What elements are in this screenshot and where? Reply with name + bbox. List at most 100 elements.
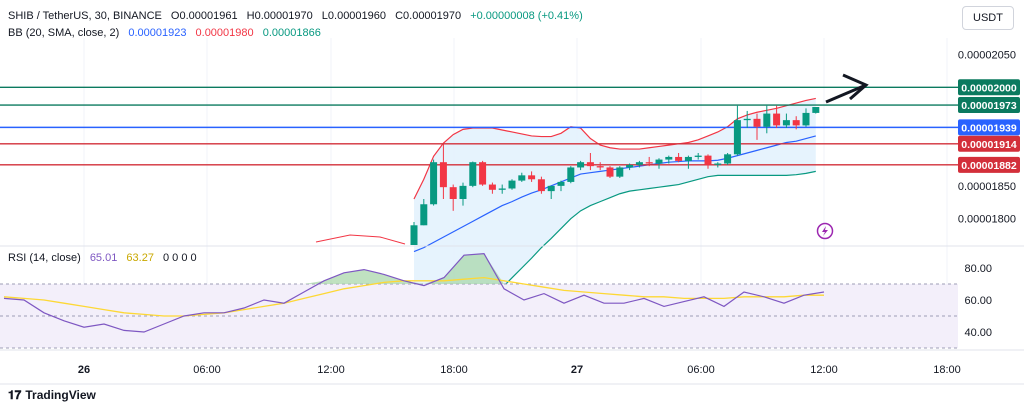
rsi-pane <box>0 252 958 349</box>
horizontal-levels <box>0 86 958 166</box>
candle-body <box>655 159 663 164</box>
candle-body <box>528 175 536 180</box>
rsi-ma-value: 63.27 <box>126 252 154 264</box>
level-tag-text: 0.00001939 <box>961 122 1017 134</box>
open-value: O0.00001961 <box>170 10 238 22</box>
candle-body <box>596 166 604 168</box>
level-tag <box>958 156 1020 173</box>
level-tag-text: 0.00001882 <box>961 160 1017 172</box>
flash-icon[interactable] <box>816 222 834 240</box>
candle-body <box>635 162 643 165</box>
candle-body <box>733 120 741 155</box>
time-tick-label: 18:00 <box>440 364 468 376</box>
candle-body <box>459 185 467 199</box>
tradingview-logo[interactable]: 𝟏𝟕 TradingView <box>8 388 96 403</box>
time-tick-label: 27 <box>571 364 583 376</box>
rsi-value: 65.01 <box>89 252 118 264</box>
time-tick-label: 12:00 <box>810 364 838 376</box>
candle-body <box>479 162 487 185</box>
bb-upper-line-left <box>315 234 406 245</box>
price-tick-label: 0.00002050 <box>958 49 1016 61</box>
candle-body <box>645 162 653 164</box>
candle-body <box>616 167 624 177</box>
level-tag-text: 0.00001914 <box>961 139 1017 151</box>
time-tick-label: 18:00 <box>933 364 961 376</box>
time-tick-label: 26 <box>78 364 90 376</box>
candles-group <box>410 105 820 245</box>
level-tag <box>958 79 1020 96</box>
candle-body <box>586 162 594 167</box>
price-labels: 0.00002000 0.00001973 0.00001939 0.00001914… <box>958 79 1020 173</box>
header-bb: BB (20, SMA, close, 2) 0.00001923 0.0000… <box>8 27 327 39</box>
rsi-tick-label: 80.00 <box>964 263 992 275</box>
bollinger-fill-area <box>414 98 816 331</box>
close-value: C0.00001970 <box>395 10 462 22</box>
axes: 0.00002050 0.00001850 0.00001800 80.00 60.00… <box>0 49 1024 385</box>
bb-basis-value: 0.00001923 <box>128 27 187 39</box>
symbol-title[interactable]: SHIB / TetherUS, 30, BINANCE <box>8 10 162 22</box>
bb-lower-value: 0.00001866 <box>262 27 321 39</box>
low-value: L0.00001960 <box>321 10 387 22</box>
candle-body <box>743 118 751 121</box>
candle-body <box>547 185 555 192</box>
candle-body <box>488 184 496 190</box>
level-tag-text: 0.00002000 <box>961 82 1017 94</box>
level-tag <box>958 135 1020 152</box>
candle-body <box>763 113 771 127</box>
candle-body <box>802 112 810 126</box>
candle-body <box>626 164 634 168</box>
candle-body <box>508 180 516 189</box>
candle-body <box>812 107 820 113</box>
high-value: H0.00001970 <box>246 10 313 22</box>
candle-body <box>557 181 565 186</box>
candle-body <box>665 156 673 160</box>
candle-body <box>694 155 702 157</box>
level-tag-text: 0.00001973 <box>961 100 1017 112</box>
level-tag <box>958 119 1020 136</box>
candle-body <box>449 187 457 199</box>
header-rsi: RSI (14, close) 65.01 63.27 0 0 0 0 <box>8 252 203 264</box>
arrow-line <box>825 83 867 104</box>
bb-label[interactable]: BB (20, SMA, close, 2) <box>8 27 120 39</box>
rsi-label[interactable]: RSI (14, close) <box>8 252 81 264</box>
candle-body <box>753 118 761 127</box>
candle-body <box>498 188 506 190</box>
currency-button[interactable]: USDT <box>962 6 1014 30</box>
arrow-annotation <box>825 73 869 104</box>
candle-body <box>724 154 732 164</box>
bollinger-band-fill <box>414 98 816 331</box>
candle-body <box>410 225 418 245</box>
candle-body <box>518 175 526 181</box>
bb-basis-line <box>413 135 816 253</box>
candle-body <box>577 162 585 168</box>
candle-body <box>469 162 477 186</box>
candle-body <box>439 162 447 188</box>
price-tick-label: 0.00001850 <box>958 181 1016 193</box>
rsi-tick-label: 60.00 <box>964 295 992 307</box>
rsi-ma-line <box>3 276 824 317</box>
level-tag <box>958 97 1020 114</box>
brand-name: TradingView <box>25 388 96 402</box>
candle-body <box>675 156 683 161</box>
time-tick-label: 06:00 <box>687 364 715 376</box>
candle-body <box>537 179 545 192</box>
time-tick-label: 06:00 <box>193 364 221 376</box>
candle-body <box>606 167 614 177</box>
candle-body <box>773 113 781 126</box>
price-tick-label: 0.00001800 <box>958 214 1016 226</box>
candle-body <box>714 163 722 165</box>
tradingview-logo-icon: 𝟏𝟕 <box>8 388 22 402</box>
candle-body <box>430 162 438 205</box>
candle-body <box>792 120 800 126</box>
bb-upper-value: 0.00001980 <box>195 27 254 39</box>
candle-body <box>420 204 428 226</box>
candle-body <box>684 156 692 161</box>
arrow-head-icon <box>842 73 869 101</box>
time-tick-label: 12:00 <box>317 364 345 376</box>
rsi-tick-label: 40.00 <box>964 327 992 339</box>
rsi-extra-values: 0 0 0 0 <box>163 252 197 264</box>
header-ohlc: SHIB / TetherUS, 30, BINANCE O0.00001961… <box>8 10 589 22</box>
candle-body <box>782 120 790 126</box>
candle-body <box>704 155 712 165</box>
